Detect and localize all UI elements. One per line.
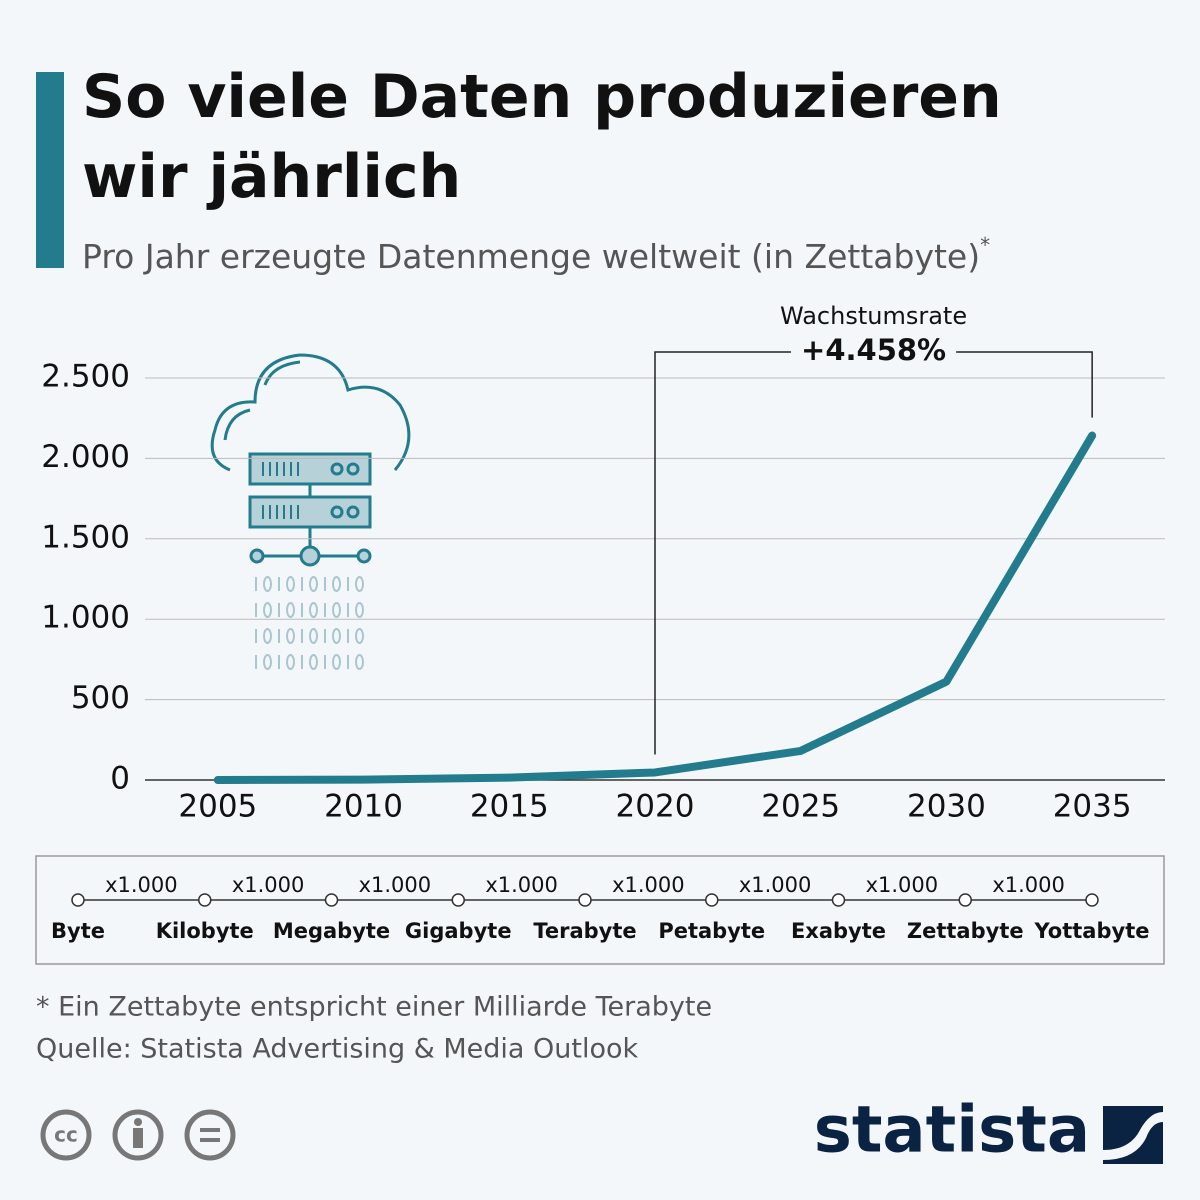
by-icon [112, 1109, 164, 1161]
source: Quelle: Statista Advertising & Media Out… [36, 1034, 639, 1065]
by-body [133, 1128, 143, 1148]
unit-node [451, 893, 465, 907]
unit-step: x1.000 [232, 873, 305, 897]
chart-title: So viele Daten produzieren wir jährlich [82, 62, 1002, 212]
unit-node [198, 893, 212, 907]
unit-step: x1.000 [739, 873, 812, 897]
bit [355, 628, 364, 644]
unit-label: Exabyte [791, 919, 886, 943]
annotation-bracket [654, 351, 1093, 755]
y-tick-label: 1.500 [41, 519, 130, 555]
unit-step: x1.000 [359, 873, 432, 897]
unit-scale: x1.000 x1.000 x1.000 x1.000 x1.000 x1.000 x1.0… [51, 873, 1149, 943]
subtitle-mark: * [980, 233, 990, 257]
nd-icon [184, 1109, 236, 1161]
y-tick-label: 2.000 [41, 439, 130, 475]
unit-label: Byte [51, 919, 105, 943]
bit [263, 628, 272, 644]
bit [309, 628, 318, 644]
bit [355, 654, 364, 670]
unit-step: x1.000 [612, 873, 685, 897]
unit-step: x1.000 [866, 873, 939, 897]
unit-label: Terabyte [533, 919, 636, 943]
x-tick-label: 2005 [178, 789, 257, 825]
x-tick-label: 2035 [1053, 789, 1132, 825]
bit [286, 654, 295, 670]
annotation-label: Wachstumsrate [780, 302, 967, 330]
y-tick-label: 0 [110, 761, 130, 797]
bit [263, 576, 272, 592]
unit-label: Zettabyte [907, 919, 1024, 943]
binary-pattern [255, 576, 364, 670]
bit [263, 602, 272, 618]
unit-node [1085, 893, 1099, 907]
bit [332, 576, 341, 592]
unit-label: Yottabyte [1034, 919, 1150, 943]
cc-text: cc [54, 1123, 78, 1147]
x-tick-label: 2025 [761, 789, 840, 825]
cc-icon [40, 1109, 92, 1161]
title-bar [36, 72, 64, 268]
bit [332, 654, 341, 670]
nd-bar [200, 1128, 220, 1132]
bit [263, 654, 272, 670]
nd-bar [200, 1138, 220, 1142]
unit-label: Kilobyte [156, 919, 254, 943]
chart-subtitle: Pro Jahr erzeugte Datenmenge weltweit (i… [82, 233, 990, 276]
plot: 0 500 1.000 1.500 2.000 2.500 2005 2010 2015 2020… [41, 302, 1165, 825]
brand-swoosh [1103, 1112, 1163, 1160]
unit-label: Gigabyte [405, 919, 512, 943]
unit-step: x1.000 [992, 873, 1065, 897]
unit-step: x1.000 [105, 873, 178, 897]
unit-label: Megabyte [273, 919, 390, 943]
unit-node [324, 893, 339, 907]
bit [286, 602, 295, 618]
unit-node [831, 893, 846, 907]
unit-step: x1.000 [485, 873, 558, 897]
title-line: wir jährlich [82, 142, 461, 212]
x-tick-label: 2015 [470, 789, 549, 825]
bit [355, 602, 364, 618]
subtitle-text: Pro Jahr erzeugte Datenmenge weltweit (i… [82, 237, 980, 276]
bit [309, 654, 318, 670]
x-tick-label: 2030 [907, 789, 986, 825]
x-tick-label: 2010 [324, 789, 403, 825]
y-tick-label: 1.000 [41, 600, 130, 636]
y-tick-label: 2.500 [41, 359, 130, 395]
illustration [210, 353, 411, 567]
bit [286, 576, 295, 592]
by-head [134, 1118, 142, 1126]
unit-label: Petabyte [658, 919, 765, 943]
bit [309, 576, 318, 592]
data-line [213, 431, 1097, 784]
annotation-value: +4.458% [801, 333, 946, 367]
brand-icon [1103, 1106, 1163, 1164]
bit [355, 576, 364, 592]
title-line: So viele Daten produzieren [82, 62, 1002, 132]
license-icons: cc [40, 1109, 236, 1161]
bit [332, 628, 341, 644]
bit [309, 602, 318, 618]
unit-box [35, 855, 1165, 965]
footnote: * Ein Zettabyte entspricht einer Milliar… [36, 992, 712, 1023]
unit-node [705, 893, 719, 907]
unit-node [578, 893, 592, 907]
unit-node [71, 893, 85, 907]
unit-node [958, 893, 972, 907]
brand-logo: statista [814, 1094, 1090, 1168]
bit [286, 628, 295, 644]
y-tick-label: 500 [71, 680, 130, 716]
bit [332, 602, 341, 618]
x-tick-label: 2020 [616, 789, 695, 825]
